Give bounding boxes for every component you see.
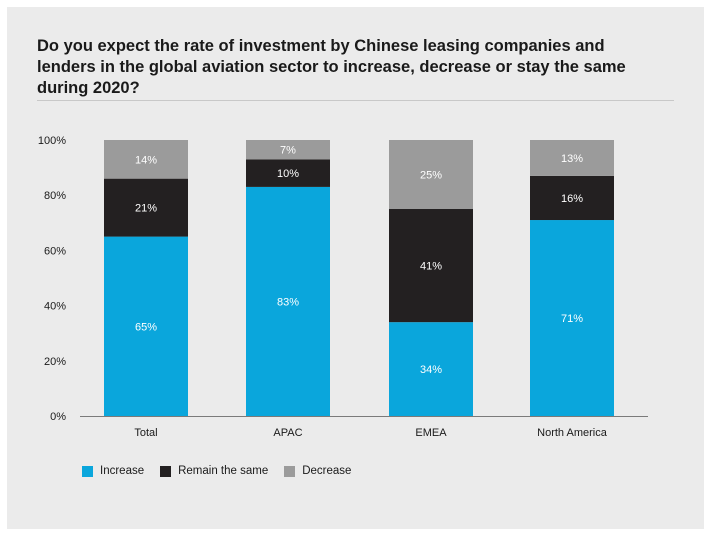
data-label: 10% xyxy=(277,168,299,180)
bar-segment xyxy=(104,236,188,416)
data-label: 71% xyxy=(561,313,583,325)
bar-segment xyxy=(389,140,473,209)
bar-segment xyxy=(104,178,188,237)
data-label: 25% xyxy=(420,170,442,182)
title-divider xyxy=(37,100,674,101)
bar-segment xyxy=(530,220,614,416)
legend-swatch-decrease xyxy=(284,465,296,477)
legend-label-increase: Increase xyxy=(100,465,145,477)
bar-segment xyxy=(246,186,330,416)
y-tick-label: 80% xyxy=(44,190,66,202)
bar-segment xyxy=(530,175,614,221)
legend-item-decrease: Decrease xyxy=(284,465,351,477)
data-label: 16% xyxy=(561,193,583,205)
y-tick-label: 100% xyxy=(38,135,66,147)
y-tick-label: 60% xyxy=(44,245,66,257)
legend-item-increase: Increase xyxy=(82,465,144,477)
legend-swatch-increase xyxy=(82,465,93,477)
data-label: 34% xyxy=(420,364,442,376)
data-label: 83% xyxy=(277,296,299,308)
legend-item-remain: Remain the same xyxy=(160,465,268,477)
data-label: 65% xyxy=(135,321,157,333)
bar-segment xyxy=(389,209,473,323)
legend: Increase Remain the same Decrease xyxy=(82,465,367,477)
y-tick-label: 0% xyxy=(50,411,66,423)
legend-swatch-remain xyxy=(160,465,172,477)
legend-label-decrease: Decrease xyxy=(302,465,352,477)
data-label: 13% xyxy=(561,153,583,165)
x-tick-label: Total xyxy=(134,427,157,439)
legend-label-remain: Remain the same xyxy=(178,465,269,477)
chart-title: Do you expect the rate of investment by … xyxy=(37,37,626,97)
bar-segment xyxy=(246,159,330,187)
bar-segment xyxy=(389,322,473,416)
data-label: 41% xyxy=(420,261,442,273)
bar-segment xyxy=(104,140,188,179)
x-tick-label: North America xyxy=(537,427,608,439)
bar-segment xyxy=(530,140,614,176)
y-tick-label: 20% xyxy=(44,356,66,368)
y-tick-label: 40% xyxy=(44,301,66,313)
data-label: 7% xyxy=(280,145,296,157)
data-label: 21% xyxy=(135,203,157,215)
bar-segment xyxy=(246,140,330,160)
x-tick-label: APAC xyxy=(273,427,302,439)
data-label: 14% xyxy=(135,154,157,166)
x-tick-label: EMEA xyxy=(415,427,447,439)
